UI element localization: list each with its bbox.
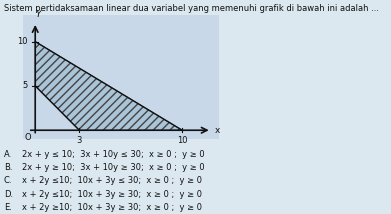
Text: x: x xyxy=(215,126,220,135)
Text: Y: Y xyxy=(36,10,41,19)
Text: C.: C. xyxy=(4,176,13,185)
Text: 2x + y ≤ 10;  3x + 10y ≤ 30;  x ≥ 0 ;  y ≥ 0: 2x + y ≤ 10; 3x + 10y ≤ 30; x ≥ 0 ; y ≥ … xyxy=(22,150,204,159)
Text: 10: 10 xyxy=(177,137,187,146)
Text: 10: 10 xyxy=(17,37,28,46)
Text: 2x + y ≥ 10;  3x + 10y ≥ 30;  x ≥ 0 ;  y ≥ 0: 2x + y ≥ 10; 3x + 10y ≥ 30; x ≥ 0 ; y ≥ … xyxy=(22,163,204,172)
Text: x + 2y ≤10;  10x + 3y ≤ 30;  x ≥ 0 ;  y ≥ 0: x + 2y ≤10; 10x + 3y ≤ 30; x ≥ 0 ; y ≥ 0 xyxy=(22,176,201,185)
Text: x + 2y ≥10;  10x + 3y ≥ 30;  x ≥ 0 ;  y ≥ 0: x + 2y ≥10; 10x + 3y ≥ 30; x ≥ 0 ; y ≥ 0 xyxy=(22,203,201,212)
Text: A.: A. xyxy=(4,150,12,159)
Text: D.: D. xyxy=(4,190,13,199)
Text: 5: 5 xyxy=(23,81,28,90)
Polygon shape xyxy=(35,42,182,130)
Text: Sistem pertidaksamaan linear dua variabel yang memenuhi grafik di bawah ini adal: Sistem pertidaksamaan linear dua variabe… xyxy=(4,4,379,13)
Text: E.: E. xyxy=(4,203,12,212)
Text: 3: 3 xyxy=(77,137,82,146)
Text: O: O xyxy=(25,133,31,142)
Text: B.: B. xyxy=(4,163,13,172)
Text: x + 2y ≤10;  10x + 3y ≥ 30;  x ≥ 0 ;  y ≥ 0: x + 2y ≤10; 10x + 3y ≥ 30; x ≥ 0 ; y ≥ 0 xyxy=(22,190,201,199)
